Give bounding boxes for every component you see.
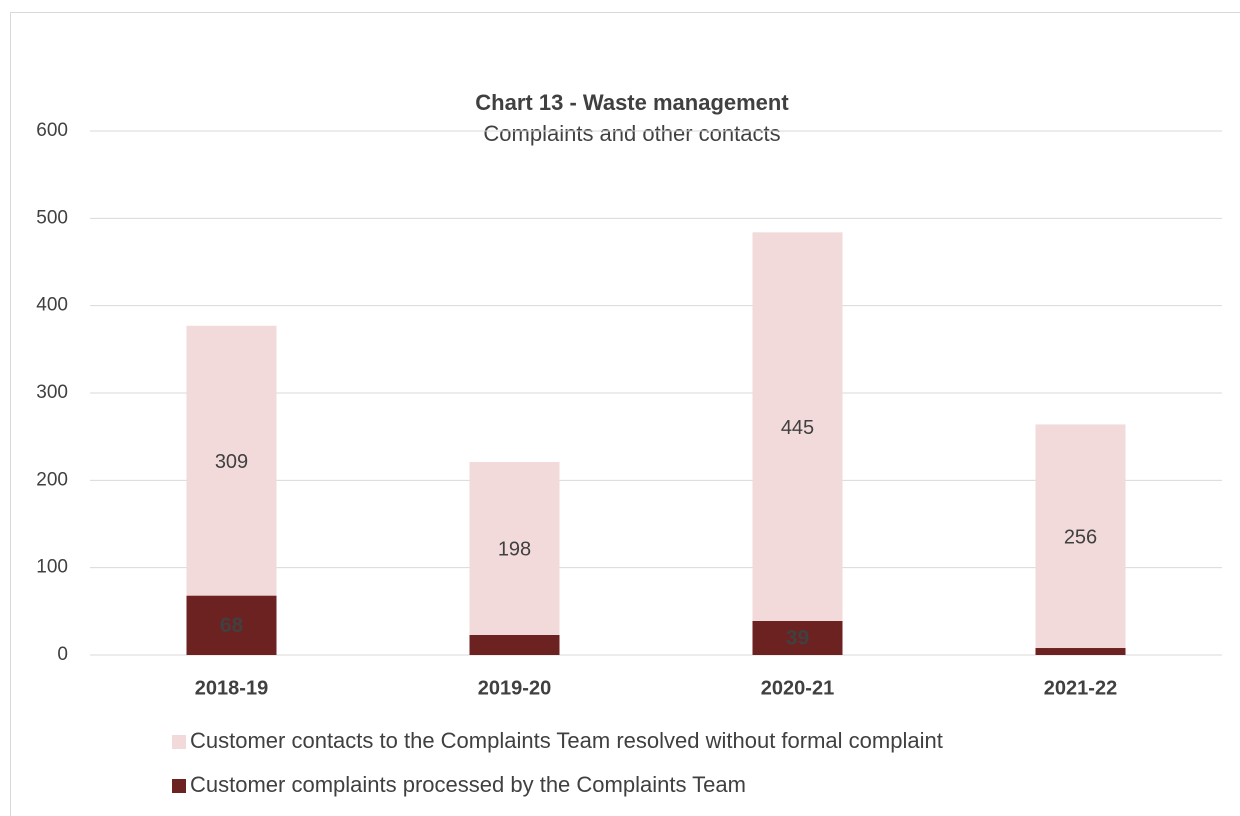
chart-title: Chart 13 - Waste management (475, 90, 789, 115)
legend-label: Customer complaints processed by the Com… (190, 772, 746, 797)
data-label: 68 (220, 614, 244, 637)
bar-segment (1035, 648, 1126, 655)
data-label: 198 (498, 539, 531, 561)
y-tick-label: 300 (36, 382, 68, 403)
y-tick-label: 200 (36, 469, 68, 490)
data-label: 256 (1064, 527, 1097, 549)
y-tick-label: 0 (57, 644, 68, 665)
bar-segment (469, 461, 560, 635)
bar-segment (752, 620, 843, 655)
bar-segment (186, 595, 277, 655)
y-tick-label: 100 (36, 557, 68, 578)
legend-swatch (172, 779, 186, 793)
x-tick-label: 2021-22 (1044, 677, 1117, 699)
y-tick-label: 500 (36, 207, 68, 228)
bar-segment (469, 634, 560, 655)
data-label: 39 (786, 627, 809, 650)
data-label: 309 (215, 451, 248, 473)
bar-segment (752, 232, 843, 621)
x-tick-label: 2018-19 (195, 677, 268, 699)
bar-segment (1035, 424, 1126, 649)
chart-subtitle: Complaints and other contacts (483, 121, 780, 146)
y-tick-label: 600 (36, 120, 68, 141)
legend-swatch (172, 735, 186, 749)
data-label: 445 (781, 417, 814, 439)
bar-segment (186, 325, 277, 596)
x-tick-label: 2020-21 (761, 677, 834, 699)
y-tick-label: 400 (36, 295, 68, 316)
x-tick-label: 2019-20 (478, 677, 551, 699)
legend-label: Customer contacts to the Complaints Team… (190, 728, 943, 753)
